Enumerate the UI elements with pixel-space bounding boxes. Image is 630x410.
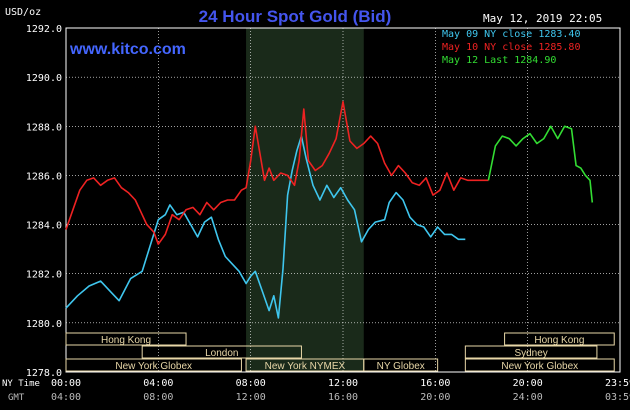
session-label: NY Globex: [377, 361, 425, 372]
x-tick-label-gmt: 08:00: [143, 392, 173, 403]
x-tick-label-ny: 12:00: [328, 378, 358, 389]
y-tick-label: 1292.0: [26, 24, 62, 35]
timestamp: May 12, 2019 22:05: [483, 12, 602, 25]
x-tick-label-gmt: 03:59: [605, 392, 630, 403]
y-tick-label: 1288.0: [26, 122, 62, 133]
market-sessions: Hong Kong Hong Kong London Sydney New York G…: [65, 332, 615, 372]
session-box: [65, 358, 242, 372]
session-label: New York Globex: [115, 361, 192, 372]
session-label: Sydney: [514, 348, 547, 359]
series-line-0: [65, 135, 466, 319]
x-tick-label-gmt: 20:00: [420, 392, 450, 403]
x-tick-label-gmt: 12:00: [236, 392, 266, 403]
legend-entry-may12: May 12 Last 1284.90: [442, 55, 556, 66]
session-box: [141, 345, 302, 359]
x-tick-label-ny: 08:00: [236, 378, 266, 389]
y-tick-label: 1290.0: [26, 73, 62, 84]
x-tick-label-gmt: 24:00: [513, 392, 543, 403]
x-tick-label-gmt: 04:00: [51, 392, 81, 403]
y-axis-tick-labels: 1292.0 1290.0 1288.0 1286.0 1284.0 1282.0 1280…: [26, 24, 62, 379]
gmt-label: GMT: [8, 393, 25, 403]
y-tick-label: 1280.0: [26, 319, 62, 330]
session-box: [65, 332, 187, 346]
session-label: Hong Kong: [101, 335, 151, 346]
ny-time-label: NY Time: [2, 379, 40, 389]
x-tick-label-ny: 16:00: [420, 378, 450, 389]
session-label: New York NYMEX: [265, 361, 346, 372]
legend: May 09 NY close 1283.40 May 10 NY close …: [442, 29, 580, 66]
session-label: Hong Kong: [534, 335, 584, 346]
x-tick-label-ny: 20:00: [513, 378, 543, 389]
y-tick-label: 1286.0: [26, 171, 62, 182]
y-tick-label: 1284.0: [26, 221, 62, 232]
y-axis-unit: USD/oz: [5, 7, 41, 18]
x-tick-label-ny: 23:59: [605, 378, 630, 389]
x-axis-tick-labels: 00:00 04:00 08:00 12:00 16:00 20:00 23:59 04:00…: [51, 378, 630, 403]
legend-entry-may10: May 10 NY close 1285.80: [442, 42, 580, 53]
y-tick-label: 1278.0: [26, 368, 62, 379]
site-link[interactable]: www.kitco.com: [69, 41, 186, 58]
x-tick-label-ny: 00:00: [51, 378, 81, 389]
grid-lines: [65, 27, 621, 373]
x-tick-label-ny: 04:00: [143, 378, 173, 389]
session-label: New York Globex: [501, 361, 578, 372]
series-line-2: [487, 125, 594, 203]
session-box: [504, 332, 615, 346]
session-label: London: [205, 348, 238, 359]
price-series: [65, 100, 594, 319]
session-box: [464, 358, 615, 372]
y-tick-label: 1282.0: [26, 270, 62, 281]
legend-entry-may09: May 09 NY close 1283.40: [442, 29, 580, 40]
series-line-1: [65, 100, 489, 245]
x-tick-label-gmt: 16:00: [328, 392, 358, 403]
session-box: [363, 358, 439, 372]
chart-title: 24 Hour Spot Gold (Bid): [199, 7, 392, 26]
nymex-session-highlight: [246, 28, 364, 372]
session-box: [464, 345, 598, 359]
